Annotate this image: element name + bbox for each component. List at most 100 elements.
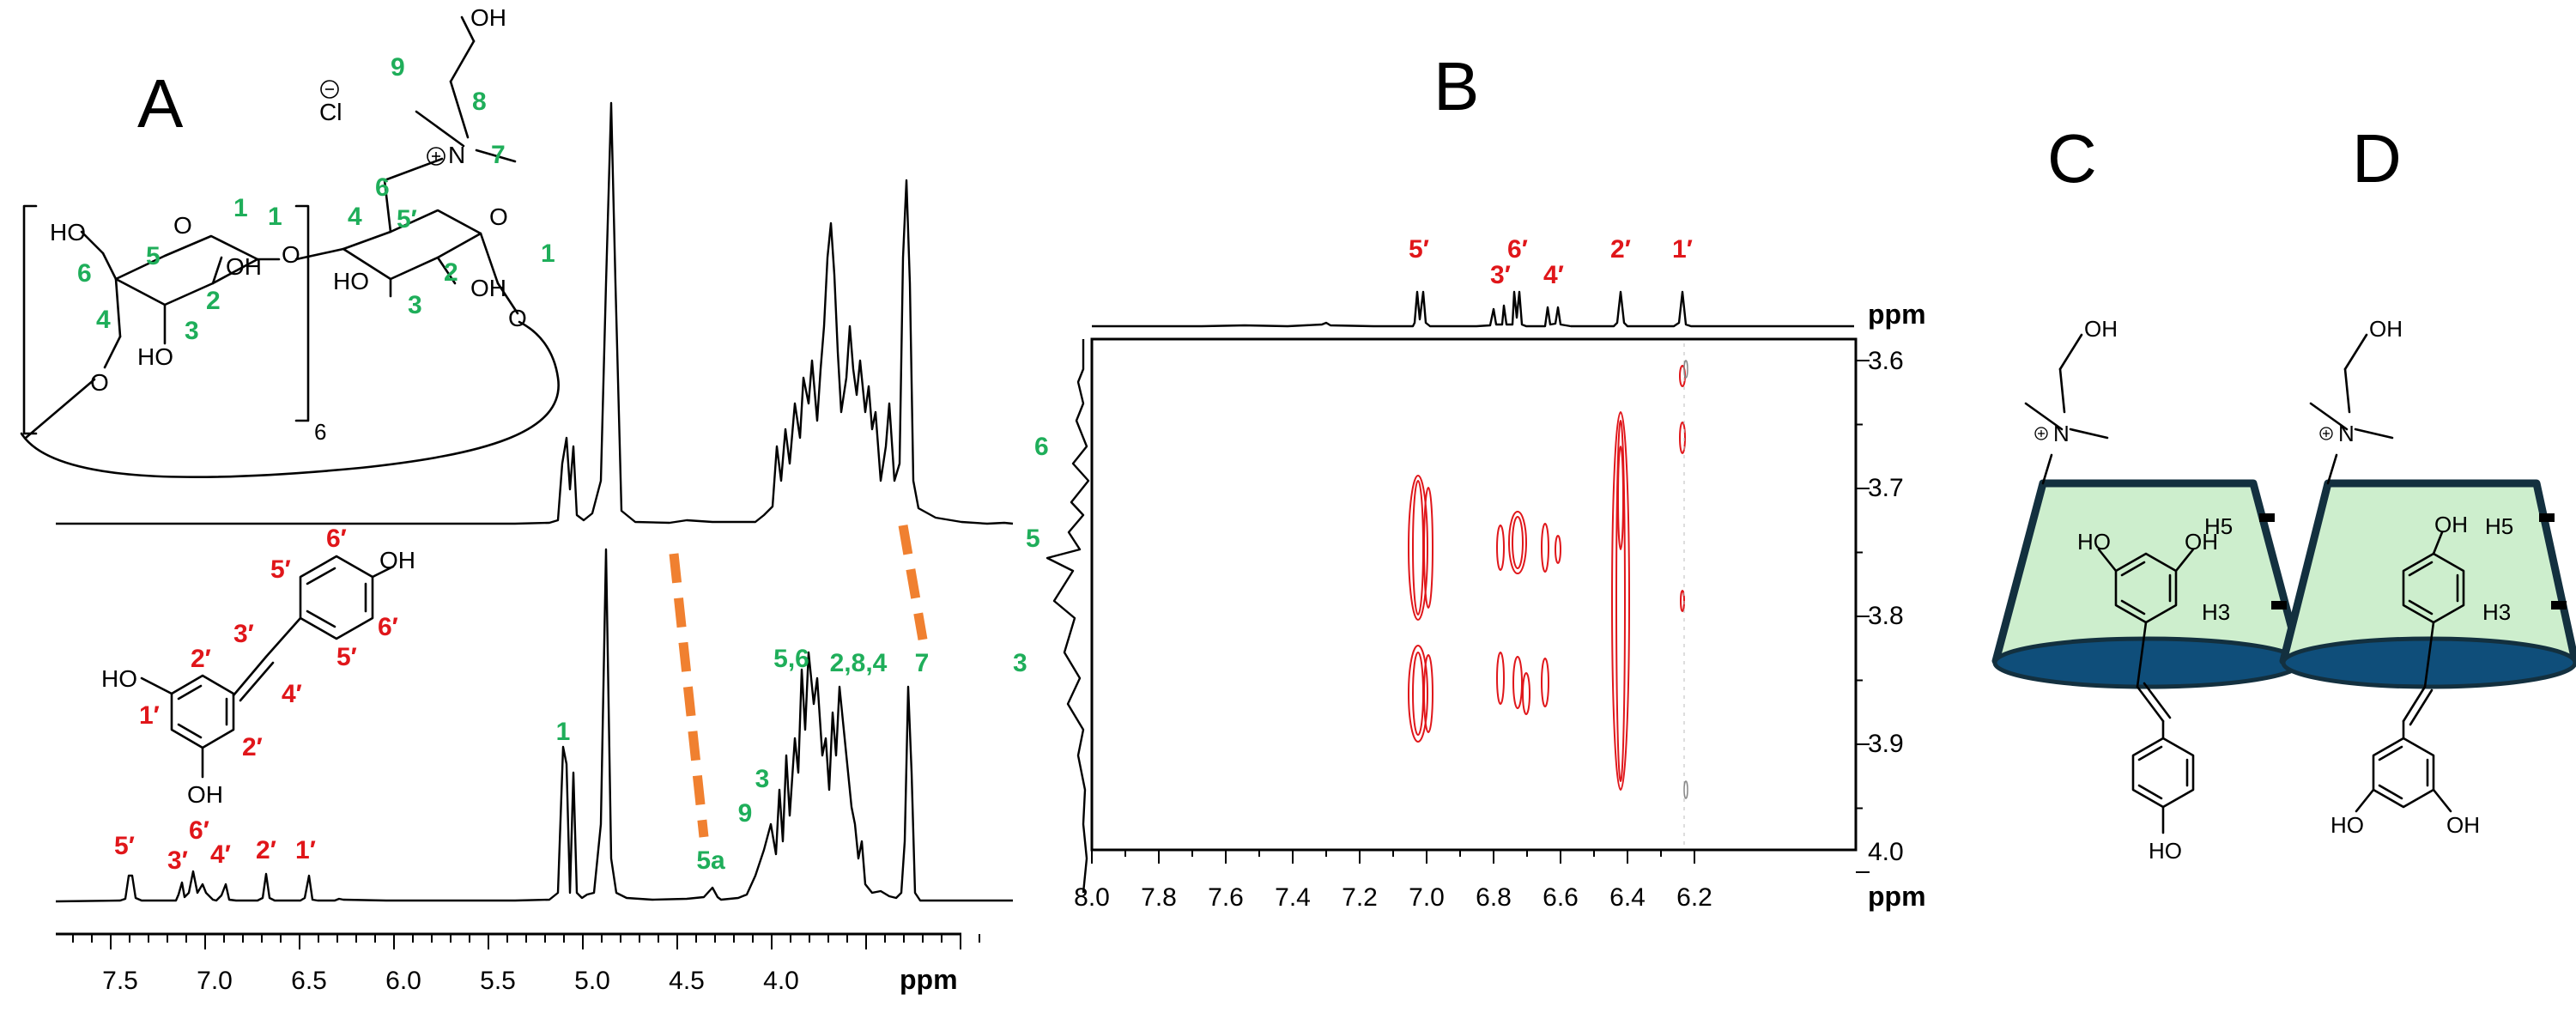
- tick-label: 6.5: [291, 967, 327, 995]
- bond: [383, 179, 392, 234]
- top-spectrum: [1092, 290, 1854, 328]
- position-label: 2: [444, 258, 458, 287]
- bond: [101, 252, 118, 281]
- x-ticks-a: [72, 934, 980, 949]
- bond: [306, 567, 336, 585]
- atom: OH: [187, 781, 223, 808]
- noise-peak: [1683, 360, 1688, 379]
- position-label: 1: [268, 203, 282, 231]
- bond: [2343, 333, 2368, 371]
- bond: [306, 610, 336, 628]
- repeat-count: 6: [314, 419, 326, 445]
- bond: [383, 157, 444, 182]
- cross-peak: [1555, 535, 1561, 564]
- oh-atom: OH: [2369, 316, 2403, 342]
- top-peak-label: 5′: [1409, 235, 1429, 264]
- side-peak-label: 6: [1034, 433, 1049, 461]
- position-label: 6: [375, 173, 390, 202]
- ho-atom: HO: [2077, 529, 2111, 555]
- position-label: 2: [206, 287, 221, 315]
- atom: O: [489, 203, 508, 230]
- bond: [2136, 621, 2148, 688]
- tick-label: 4.0: [763, 967, 799, 995]
- top-peak-label: 1′: [1672, 235, 1693, 264]
- bond: [460, 15, 476, 43]
- tick-label: 6.0: [385, 967, 421, 995]
- position-label: 5′: [270, 555, 291, 584]
- cross-peak: [1611, 411, 1630, 791]
- bracket-right: [294, 204, 310, 422]
- noise-peak: [1683, 780, 1688, 799]
- bond: [294, 247, 345, 261]
- position-label: 4′: [282, 680, 302, 708]
- cross-peak: [1408, 645, 1428, 743]
- y-tick-label: 3.6: [1868, 347, 1904, 375]
- bond: [2143, 682, 2172, 719]
- x-tick-label: 6.2: [1676, 883, 1712, 912]
- bracket-left: [22, 204, 38, 435]
- shift-dash-line: [898, 525, 928, 640]
- position-label: 3: [408, 291, 422, 319]
- bond: [496, 282, 519, 315]
- bond: [2423, 621, 2435, 688]
- bond: [239, 661, 275, 702]
- x-tick-label: 7.8: [1141, 883, 1177, 912]
- top-peak-label: 3′: [1490, 261, 1511, 289]
- position-label: 1′: [139, 701, 160, 730]
- peak-label: 5′: [114, 832, 135, 860]
- panel-label-c: C: [2047, 120, 2097, 197]
- cross-peak: [1423, 487, 1433, 609]
- bond: [114, 277, 122, 338]
- x-axis-unit-b: ppm: [1868, 881, 1926, 912]
- tick-label: 5.0: [574, 967, 610, 995]
- h5-label: H5: [2485, 513, 2513, 539]
- position-label: 6: [77, 259, 92, 288]
- x-tick-label: 7.6: [1208, 883, 1244, 912]
- position-label: 1: [541, 240, 555, 268]
- bond: [2378, 745, 2403, 761]
- oh-atom: OH: [2185, 529, 2218, 555]
- bond: [2137, 745, 2163, 761]
- cross-peak: [1615, 420, 1626, 782]
- peak-label: 5,6: [773, 645, 809, 673]
- atom: HO: [333, 268, 369, 294]
- tick-label: 7.5: [102, 967, 138, 995]
- bond: [264, 616, 302, 658]
- tick-label: 4.5: [669, 967, 705, 995]
- bond: [211, 256, 223, 285]
- bond: [2136, 685, 2165, 723]
- bond: [2058, 367, 2066, 414]
- cross-peak: [1680, 590, 1685, 612]
- y-tick-label: 3.8: [1868, 602, 1904, 630]
- cross-peak: [1541, 658, 1549, 707]
- peak-label: 1: [556, 718, 571, 746]
- tick-label: 5.5: [480, 967, 516, 995]
- position-label: 4: [348, 203, 362, 231]
- cross-peak: [1617, 446, 1624, 550]
- h3-label: H3: [2482, 599, 2511, 625]
- bond: [177, 723, 203, 739]
- top-peak-label: 6′: [1507, 235, 1528, 264]
- position-label: 3: [185, 317, 199, 345]
- y-tick-label: 4.0: [1868, 838, 1904, 866]
- cross-peak: [1496, 525, 1505, 571]
- cross-peak: [1508, 511, 1527, 574]
- position-label: 4: [96, 306, 111, 334]
- bond: [2432, 531, 2444, 555]
- panel-label-b: B: [1433, 48, 1479, 124]
- bond: [2097, 548, 2118, 573]
- bond: [449, 80, 470, 139]
- spectrum-complex: [55, 548, 1013, 903]
- guest-resorcinol-ring: [2372, 737, 2435, 809]
- bond: [2408, 599, 2434, 616]
- cd-secondary-rim: [1992, 636, 2303, 689]
- shift-dash-line: [669, 553, 709, 838]
- panel-label-a: A: [137, 65, 184, 142]
- cross-peak: [1512, 656, 1523, 709]
- position-label: 2′: [242, 733, 263, 761]
- bond: [2174, 548, 2195, 573]
- position-label: 5′: [397, 205, 417, 234]
- ho-atom: HO: [2149, 838, 2182, 864]
- plot-frame: [1090, 337, 1858, 852]
- oh-atom: OH: [2446, 812, 2480, 838]
